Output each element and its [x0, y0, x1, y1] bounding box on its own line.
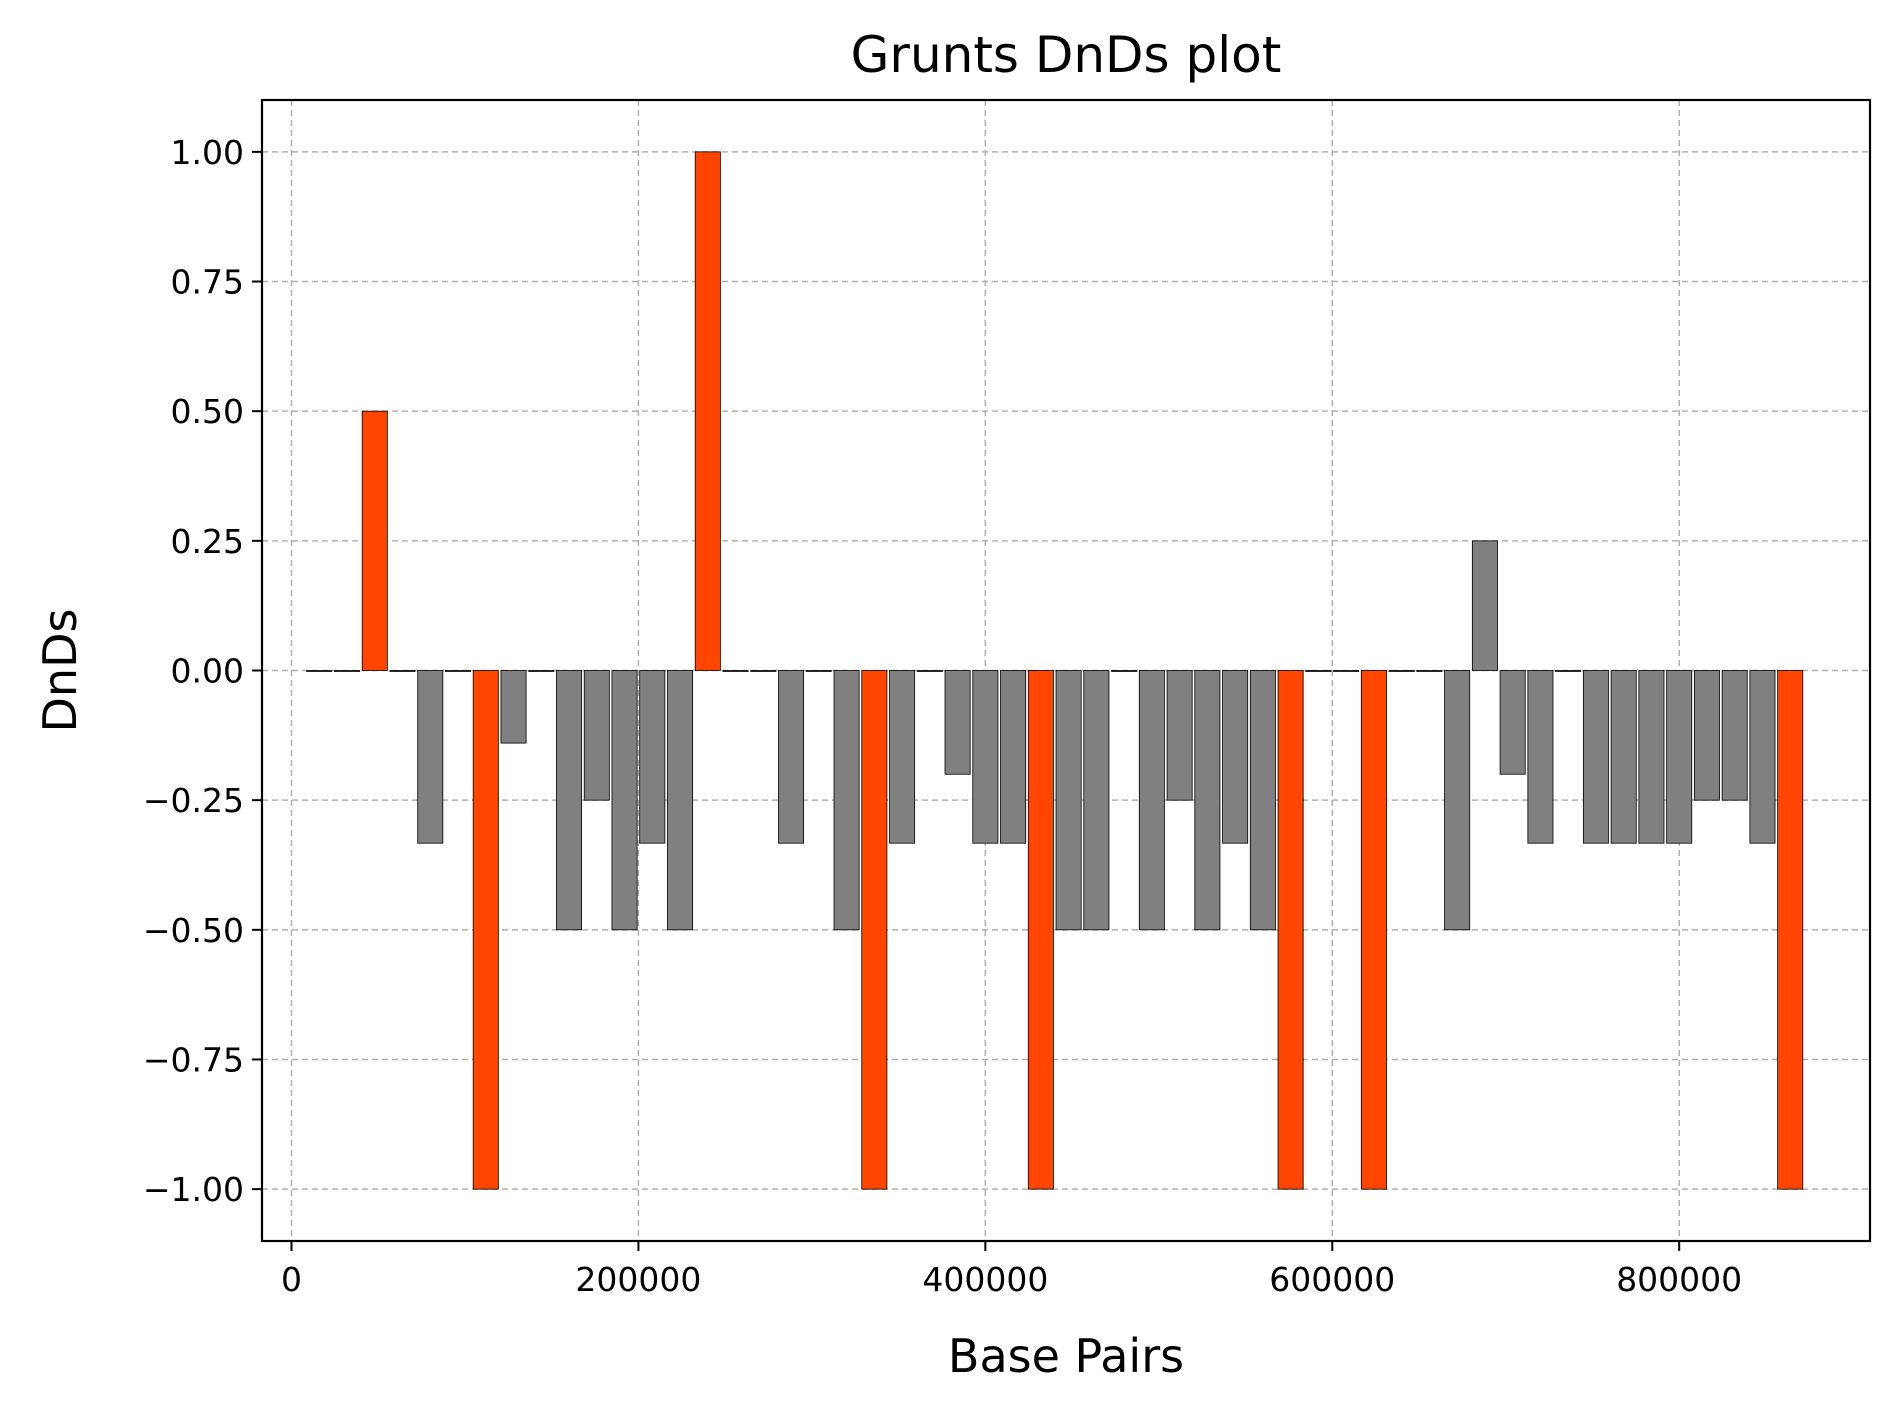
- bar: [916, 670, 943, 672]
- bar: [1499, 670, 1526, 775]
- bar-highlighted: [1777, 670, 1804, 1190]
- bar: [1055, 670, 1082, 931]
- x-tick-label: 0: [281, 1260, 302, 1299]
- bar: [639, 670, 666, 844]
- chart-title: Grunts DnDs plot: [851, 26, 1282, 84]
- bar: [1638, 670, 1665, 844]
- x-tick-label: 200000: [575, 1260, 701, 1299]
- bar-highlighted: [861, 670, 888, 1190]
- x-tick-label: 600000: [1269, 1260, 1395, 1299]
- bar: [1693, 670, 1720, 801]
- x-axis-ticks: 0 200000 400000 600000 800000: [281, 1241, 1742, 1299]
- bar: [972, 670, 999, 844]
- bar-highlighted: [361, 410, 388, 671]
- y-axis-label: DnDs: [33, 609, 87, 733]
- bar: [1249, 670, 1276, 931]
- bar: [1721, 670, 1748, 801]
- bar: [1333, 670, 1360, 672]
- y-tick-label: 1.00: [171, 133, 244, 172]
- bar: [805, 670, 832, 672]
- bar: [889, 670, 916, 844]
- bar: [611, 670, 638, 931]
- y-tick-label: 0.00: [171, 652, 244, 691]
- bar: [722, 670, 749, 672]
- bar: [1166, 670, 1193, 801]
- bar: [1138, 670, 1165, 931]
- y-tick-label: −0.75: [143, 1040, 244, 1079]
- y-tick-label: 0.75: [171, 263, 244, 302]
- bar: [750, 670, 777, 672]
- bar: [1471, 540, 1498, 671]
- bar: [1194, 670, 1221, 931]
- bar-highlighted: [1027, 670, 1054, 1190]
- bar: [389, 670, 416, 672]
- bar: [1111, 670, 1138, 672]
- y-tick-label: −0.50: [143, 911, 244, 950]
- bar: [1416, 670, 1443, 672]
- bar: [445, 670, 471, 672]
- x-tick-label: 800000: [1616, 1260, 1742, 1299]
- bar: [1305, 670, 1332, 672]
- y-tick-label: −0.25: [143, 781, 244, 820]
- bar: [778, 670, 805, 844]
- bar-highlighted: [1360, 670, 1387, 1190]
- bar: [1444, 670, 1471, 931]
- bar: [833, 670, 860, 931]
- bar: [1083, 670, 1110, 931]
- bar-highlighted: [472, 670, 499, 1190]
- bar: [417, 670, 444, 844]
- bar: [306, 670, 333, 672]
- bar: [667, 670, 694, 931]
- bar-highlighted: [1277, 670, 1304, 1190]
- y-tick-label: −1.00: [143, 1170, 244, 1209]
- y-tick-label: 0.50: [171, 392, 244, 431]
- bar: [944, 670, 971, 775]
- bar: [1555, 670, 1582, 672]
- bar: [1666, 670, 1693, 844]
- x-tick-label: 400000: [922, 1260, 1048, 1299]
- bar: [556, 670, 583, 931]
- bar: [1527, 670, 1554, 844]
- bar: [1610, 670, 1637, 844]
- bar: [1388, 670, 1415, 672]
- x-axis-label: Base Pairs: [948, 1329, 1184, 1383]
- bar: [1000, 670, 1027, 844]
- bar: [500, 670, 527, 744]
- bar: [583, 670, 610, 801]
- bar-highlighted: [694, 151, 721, 671]
- bar: [1222, 670, 1249, 844]
- bars: [306, 151, 1804, 1190]
- y-axis-ticks: 1.00 0.75 0.50 0.25 0.00 −0.25 −0.50 −0.75 −1.00: [143, 133, 262, 1209]
- y-tick-label: 0.25: [171, 522, 244, 561]
- bar: [1582, 670, 1609, 844]
- bar: [528, 670, 555, 672]
- bar: [334, 670, 360, 672]
- bar: [1749, 670, 1776, 844]
